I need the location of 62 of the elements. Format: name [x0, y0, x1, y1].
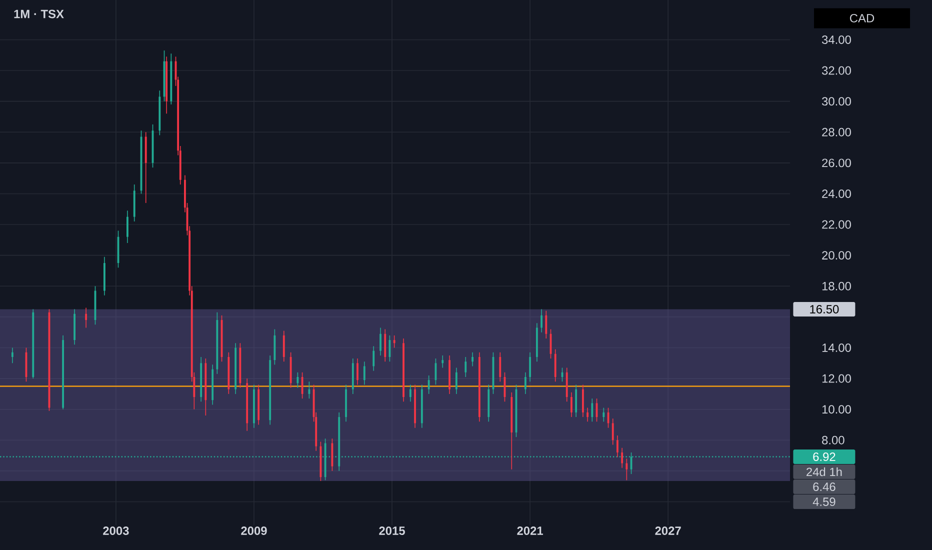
candlestick	[472, 352, 474, 367]
candlestick	[85, 307, 88, 328]
x-tick-label: 2015	[379, 526, 405, 535]
candlestick	[621, 447, 624, 468]
candlestick	[380, 327, 382, 356]
text: 6.46	[813, 482, 836, 491]
band-label: 16.50	[810, 305, 839, 314]
candlestick	[591, 398, 594, 422]
x-tick-label: 2027	[655, 526, 681, 535]
candlestick	[282, 330, 285, 362]
candlestick	[296, 372, 299, 388]
y-tick-label: 8.00	[822, 436, 844, 444]
y-tick-label: 28.00	[822, 128, 851, 136]
x-tick-label: 2003	[103, 526, 129, 536]
y-tick-label: 20.00	[822, 251, 851, 260]
candlestick	[626, 458, 628, 481]
candlestick	[499, 352, 502, 382]
candlestick	[575, 384, 578, 418]
candlestick	[393, 335, 396, 348]
candlestick	[455, 367, 458, 394]
y-tick-label: 24.00	[822, 190, 851, 198]
candlestick	[554, 348, 556, 382]
candlestick	[356, 358, 358, 386]
y-tick-label: 32.00	[822, 66, 851, 75]
candlestick	[540, 308, 543, 333]
candlestick	[529, 352, 532, 382]
candlestick	[384, 328, 386, 362]
candlestick	[586, 407, 589, 422]
candlestick	[616, 435, 618, 458]
candlestick	[545, 310, 548, 339]
candlestick	[524, 372, 526, 394]
candlestick	[363, 361, 366, 386]
x-tick-label: 2021	[517, 526, 543, 535]
text: 1M · TSX	[14, 10, 64, 18]
x-tick-label: 2009	[241, 526, 267, 535]
candlestick	[428, 375, 430, 394]
candlestick	[301, 372, 304, 399]
y-tick-label: 34.00	[822, 35, 851, 44]
candlestick	[11, 347, 14, 364]
y-tick-label: 22.00	[822, 220, 851, 229]
y-tick-label: 30.00	[822, 97, 851, 106]
candlestick	[388, 335, 391, 362]
y-tick-label: 26.00	[822, 158, 851, 168]
candlestick	[331, 438, 334, 472]
text: 4.59	[812, 498, 836, 506]
candlestick	[409, 384, 412, 402]
candlestick	[442, 355, 444, 368]
y-tick-label: 18.00	[822, 282, 851, 290]
text: CAD	[850, 14, 874, 22]
candlestick	[372, 346, 375, 372]
y-tick-label: 12.00	[822, 374, 851, 383]
candlestick	[602, 407, 605, 422]
candlestick	[570, 392, 572, 418]
y-tick-label: 14.00	[822, 344, 851, 352]
text: 24d 1h	[806, 467, 842, 476]
candlestick	[464, 356, 467, 378]
candlestick	[612, 418, 614, 446]
candlestick	[308, 381, 310, 399]
y-tick-label: 10.00	[822, 405, 851, 414]
candlestick	[126, 210, 128, 244]
candlestick	[582, 384, 584, 418]
ref-line-label: 6.92	[813, 452, 836, 461]
